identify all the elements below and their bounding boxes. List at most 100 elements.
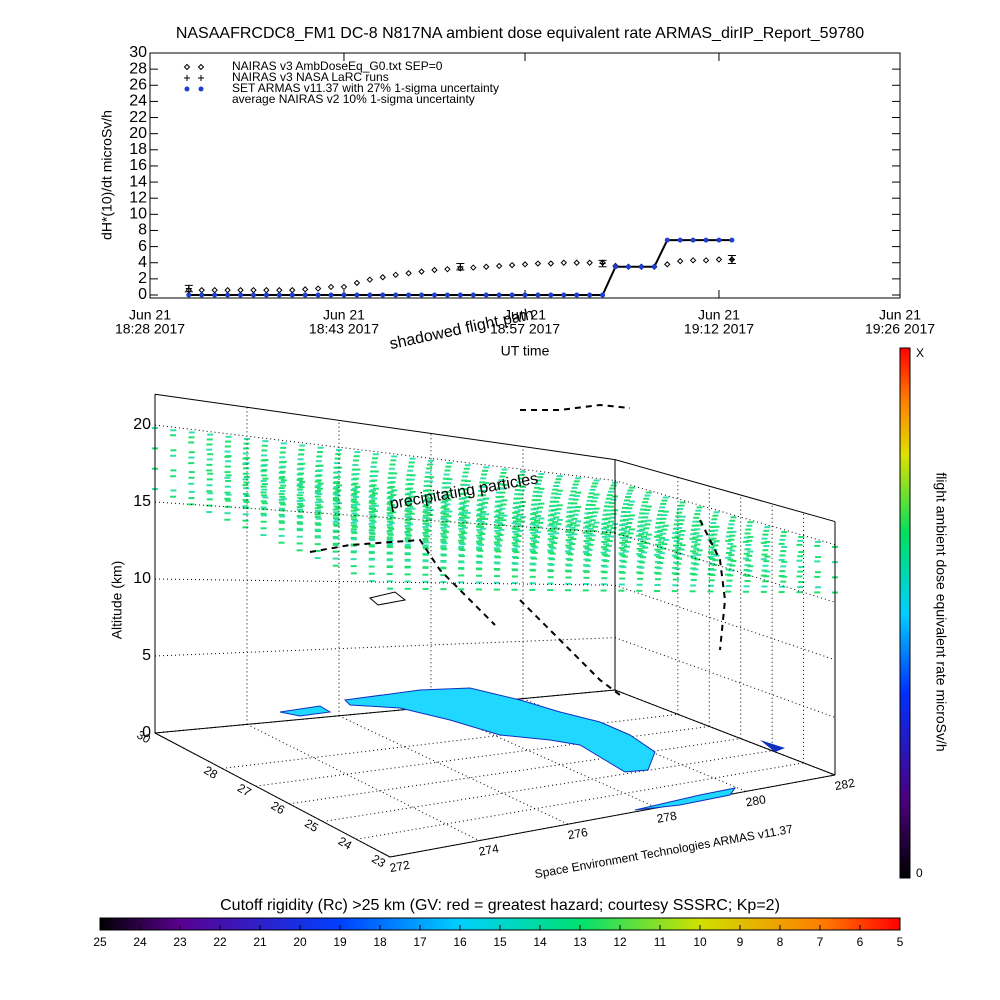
dot-marker — [729, 237, 735, 243]
legend-label: NAIRAS v3 AmbDoseEq_G0.txt SEP=0 — [232, 59, 443, 73]
y-tick-label: 6 — [138, 238, 147, 255]
z-tick-label: 0 — [142, 724, 151, 741]
plus-marker — [198, 75, 204, 81]
diamond-marker — [482, 263, 490, 270]
axis-line — [154, 689, 616, 734]
grid-line — [222, 713, 678, 769]
x-tick-label: 15 — [493, 935, 507, 949]
lon-tick-label: 282 — [834, 776, 856, 793]
dot-marker — [664, 237, 670, 243]
dot-marker — [535, 292, 541, 298]
diamond-marker — [289, 286, 296, 294]
plus-marker — [184, 75, 190, 81]
lon-tick-label: 272 — [389, 858, 411, 875]
y-tick-label: 30 — [129, 44, 147, 61]
diamond-marker — [237, 286, 244, 294]
dot-marker — [496, 292, 502, 298]
diamond-marker — [521, 261, 529, 268]
legend-label: SET ARMAS v11.37 with 27% 1-sigma uncert… — [232, 81, 499, 95]
dot-marker — [315, 292, 321, 298]
y-axis-label: dH*(10)/dt microSv/h — [99, 110, 115, 240]
lat-tick-label: 27 — [235, 781, 254, 800]
grid-line — [246, 723, 480, 842]
x-tick-label: Jun 21 — [879, 307, 921, 323]
x-tick-label: Jun 21 — [129, 307, 171, 323]
x-tick-label: 18 — [373, 935, 387, 949]
dot-marker — [184, 86, 190, 92]
dot-marker — [625, 264, 631, 270]
x-tick-label: 6 — [857, 935, 864, 949]
landmass — [279, 705, 332, 717]
dot-marker — [238, 292, 244, 298]
diamond-marker — [508, 261, 516, 269]
diamond-marker — [211, 286, 218, 294]
dot-marker — [419, 292, 425, 298]
grid-line — [154, 578, 616, 586]
axis-line — [154, 393, 616, 461]
diamond-marker — [560, 259, 568, 266]
dot-marker — [690, 237, 696, 243]
diamond-marker — [664, 261, 671, 268]
lon-tick-label: 274 — [478, 841, 500, 858]
y-tick-label: 18 — [129, 141, 147, 158]
lat-tick-label: 23 — [369, 852, 388, 871]
error-bar — [184, 284, 193, 293]
dot-marker — [393, 292, 399, 298]
dot-marker — [613, 264, 619, 270]
z-tick-label: 20 — [133, 416, 151, 433]
z-tick-label: 5 — [142, 647, 151, 664]
dot-marker — [198, 86, 204, 92]
dot-marker — [212, 292, 218, 298]
x-tick-label: 14 — [533, 935, 547, 949]
diamond-marker — [301, 286, 309, 293]
x-tick-label: 18:43 2017 — [309, 321, 379, 337]
dot-marker — [470, 292, 476, 298]
grid-line — [614, 584, 836, 661]
lon-tick-label: 280 — [745, 792, 767, 809]
colorbar-label: X — [916, 346, 924, 360]
y-tick-label: 24 — [129, 93, 147, 110]
landmass — [760, 740, 785, 752]
x-tick-label: 9 — [737, 935, 744, 949]
diamond-marker — [534, 260, 542, 267]
grid-line — [289, 738, 741, 805]
dot-marker — [263, 292, 269, 298]
diamond-marker — [276, 286, 283, 294]
x-tick-label: 19 — [333, 935, 347, 949]
diamond-marker — [457, 265, 464, 272]
x-axis-label: UT time — [501, 343, 550, 359]
dot-marker — [341, 292, 347, 298]
diamond-marker — [405, 270, 412, 277]
dot-marker — [199, 292, 205, 298]
diamond-marker — [392, 271, 399, 279]
diamond-marker — [379, 274, 386, 281]
x-tick-label: 21 — [253, 935, 267, 949]
x-tick-label: Jun 21 — [698, 307, 740, 323]
grid-line — [614, 532, 836, 603]
diamond-marker — [263, 286, 270, 294]
x-tick-label: 7 — [817, 935, 824, 949]
dot-marker — [367, 292, 373, 298]
dot-marker — [354, 292, 360, 298]
diamond-marker — [431, 266, 438, 274]
lat-tick-label: 30 — [134, 728, 153, 747]
diamond-marker — [340, 283, 348, 291]
diamond-marker — [702, 257, 710, 264]
y-tick-label: 12 — [129, 189, 147, 206]
x-tick-label: 22 — [213, 935, 227, 949]
grid-line — [255, 725, 710, 787]
dot-marker — [638, 264, 644, 270]
diamond-marker — [224, 286, 231, 294]
diamond-marker — [353, 279, 361, 287]
flight-path-loop — [368, 591, 407, 606]
dot-marker — [509, 292, 515, 298]
landmass — [634, 787, 737, 811]
error-bar — [456, 263, 465, 271]
legend-label: NAIRAS v3 NASA LaRC runs — [232, 70, 389, 84]
y-tick-label: 26 — [129, 76, 147, 93]
diamond-marker — [547, 260, 555, 267]
error-bar — [598, 259, 607, 268]
dot-marker — [276, 292, 282, 298]
y-tick-label: 10 — [129, 206, 147, 223]
